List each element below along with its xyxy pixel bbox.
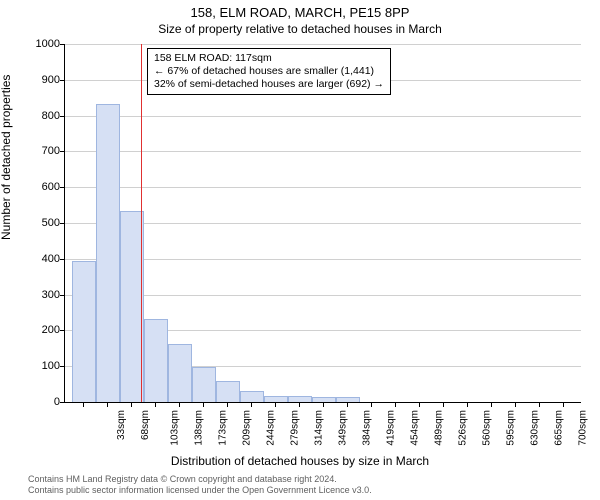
x-tick <box>227 402 228 407</box>
y-axis-label: Number of detached properties <box>0 75 13 240</box>
x-tick <box>515 402 516 407</box>
y-tick <box>60 330 65 331</box>
chart-subtitle: Size of property relative to detached ho… <box>0 22 600 36</box>
x-tick-label: 173sqm <box>218 410 229 446</box>
x-tick <box>347 402 348 407</box>
footer-line: Contains HM Land Registry data © Crown c… <box>28 474 600 485</box>
y-tick <box>60 80 65 81</box>
y-tick-label: 400 <box>20 253 60 265</box>
y-tick-label: 0 <box>20 396 60 408</box>
x-tick-label: 489sqm <box>434 410 445 446</box>
x-tick-label: 595sqm <box>506 410 517 446</box>
annotation-line: 32% of semi-detached houses are larger (… <box>154 78 384 91</box>
histogram-bar <box>96 104 120 402</box>
x-tick-label: 244sqm <box>266 410 277 446</box>
x-tick-label: 209sqm <box>242 410 253 446</box>
gridline <box>65 151 581 152</box>
histogram-bar <box>264 396 288 402</box>
x-tick <box>131 402 132 407</box>
x-tick-label: 700sqm <box>578 410 589 446</box>
x-axis-label: Distribution of detached houses by size … <box>0 454 600 468</box>
x-tick <box>203 402 204 407</box>
gridline <box>65 44 581 45</box>
x-tick-label: 384sqm <box>362 410 373 446</box>
x-tick <box>179 402 180 407</box>
y-tick <box>60 259 65 260</box>
x-tick <box>491 402 492 407</box>
y-tick <box>60 366 65 367</box>
histogram-bar <box>192 367 216 402</box>
x-tick <box>251 402 252 407</box>
x-tick-label: 419sqm <box>386 410 397 446</box>
y-tick-label: 700 <box>20 145 60 157</box>
x-tick-label: 103sqm <box>170 410 181 446</box>
y-tick <box>60 402 65 403</box>
histogram-bar <box>312 397 336 402</box>
x-tick <box>83 402 84 407</box>
y-tick-label: 200 <box>20 324 60 336</box>
x-tick <box>563 402 564 407</box>
y-tick-label: 1000 <box>20 38 60 50</box>
histogram-bar <box>144 319 168 402</box>
histogram-bar <box>168 344 192 402</box>
y-tick-label: 100 <box>20 360 60 372</box>
x-tick <box>275 402 276 407</box>
y-tick-label: 800 <box>20 110 60 122</box>
x-tick <box>155 402 156 407</box>
x-tick-label: 138sqm <box>194 410 205 446</box>
x-tick <box>467 402 468 407</box>
x-tick <box>419 402 420 407</box>
x-tick-label: 560sqm <box>482 410 493 446</box>
x-tick-label: 279sqm <box>290 410 301 446</box>
histogram-bar <box>336 397 360 402</box>
x-tick <box>443 402 444 407</box>
y-tick <box>60 116 65 117</box>
x-tick-label: 454sqm <box>410 410 421 446</box>
x-tick <box>539 402 540 407</box>
x-tick-label: 526sqm <box>458 410 469 446</box>
y-tick-label: 500 <box>20 217 60 229</box>
y-tick-label: 300 <box>20 289 60 301</box>
x-tick <box>395 402 396 407</box>
x-tick-label: 68sqm <box>140 410 151 440</box>
x-tick <box>323 402 324 407</box>
page-title: 158, ELM ROAD, MARCH, PE15 8PP <box>0 5 600 20</box>
x-tick-label: 630sqm <box>530 410 541 446</box>
y-tick <box>60 151 65 152</box>
gridline <box>65 116 581 117</box>
y-tick <box>60 295 65 296</box>
histogram-bar <box>240 391 264 402</box>
y-tick <box>60 223 65 224</box>
histogram-bar <box>288 396 312 402</box>
x-tick <box>299 402 300 407</box>
footer-attribution: Contains HM Land Registry data © Crown c… <box>0 474 600 496</box>
y-tick-label: 900 <box>20 74 60 86</box>
x-tick <box>107 402 108 407</box>
x-tick-label: 33sqm <box>116 410 127 440</box>
x-tick-label: 665sqm <box>554 410 565 446</box>
histogram-bar <box>216 381 240 402</box>
reference-line <box>141 44 142 402</box>
annotation-line: 158 ELM ROAD: 117sqm <box>154 52 384 65</box>
chart-plot-area: 158 ELM ROAD: 117sqm ← 67% of detached h… <box>64 44 581 403</box>
annotation-line: ← 67% of detached houses are smaller (1,… <box>154 65 384 78</box>
y-tick <box>60 187 65 188</box>
y-tick-label: 600 <box>20 181 60 193</box>
x-tick <box>371 402 372 407</box>
x-tick-label: 314sqm <box>314 410 325 446</box>
y-tick <box>60 44 65 45</box>
histogram-bar <box>72 261 96 402</box>
annotation-box: 158 ELM ROAD: 117sqm ← 67% of detached h… <box>147 48 391 95</box>
gridline <box>65 187 581 188</box>
footer-line: Contains public sector information licen… <box>28 485 600 496</box>
x-tick-label: 349sqm <box>338 410 349 446</box>
